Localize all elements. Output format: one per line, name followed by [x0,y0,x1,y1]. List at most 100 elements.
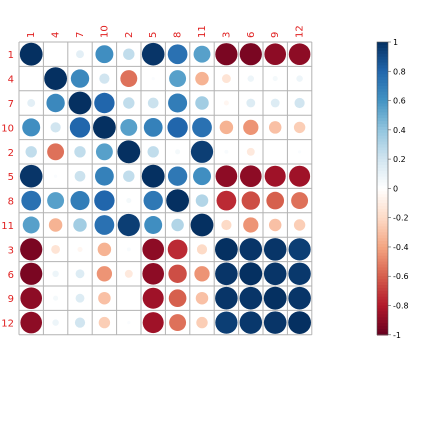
colorbar-tick-label: 0.8 [393,67,406,76]
colorbar-segment [377,232,388,236]
colorbar-segment [377,88,388,93]
corr-circle-2-10 [95,143,113,161]
corr-circle-11-6 [243,217,259,233]
corr-circle-3-5 [142,238,165,261]
corr-circle-7-12 [294,97,305,109]
colorbar-segment [377,47,388,52]
colorbar-segment [377,170,388,175]
corr-circle-4-4 [44,67,67,90]
corr-circle-8-8 [166,189,190,213]
corr-circle-10-4 [50,122,61,133]
colorbar-segment [377,156,388,160]
col-label-7: 7 [75,32,86,38]
colorbar-segment [377,153,388,157]
colorbar-segment [377,282,388,286]
colorbar-segment [377,314,388,318]
colorbar-segment [377,323,388,327]
colorbar-segment [377,50,388,55]
colorbar-segment [377,311,388,315]
corr-circle-1-1 [19,42,43,66]
colorbar-segment [377,305,388,310]
corr-circle-9-8 [168,289,187,308]
corr-circle-11-7 [73,218,87,232]
corr-circle-11-9 [268,218,282,232]
col-label-2: 2 [124,32,135,38]
colorbar-segment [377,179,388,184]
corr-circle-9-7 [75,293,85,303]
row-label-4: 4 [8,75,14,86]
colorbar-segment [377,246,388,251]
corr-circle-12-2 [127,320,131,325]
corr-circle-12-5 [142,312,164,334]
colorbar-segment [377,217,388,222]
corr-circle-12-6 [239,311,263,334]
corr-circle-11-10 [94,215,115,235]
colorbar-segment [377,320,388,324]
colorbar-segment [377,65,388,69]
corr-circle-10-8 [167,117,188,138]
corr-circle-5-4 [53,174,58,178]
corr-circle-4-6 [247,75,255,82]
corr-circle-11-2 [117,213,140,237]
colorbar-segment [377,293,388,298]
corr-circle-1-2 [123,48,135,60]
corr-circle-10-6 [243,119,259,136]
corr-circle-5-6 [239,165,262,188]
corr-circle-3-1 [20,238,43,261]
corr-circle-11-4 [48,218,63,232]
colorbar-segment [377,299,388,304]
corr-circle-9-1 [20,287,43,310]
corr-circle-7-9 [270,98,280,108]
corr-circle-2-3 [224,149,229,154]
corr-circle-10-7 [69,117,91,138]
corr-circle-8-11 [195,194,209,207]
colorbar-segment [377,77,388,81]
corr-circle-9-10 [98,291,111,305]
corr-circle-12-12 [288,311,311,334]
corr-circle-1-9 [264,43,287,66]
colorbar-segment [377,103,388,108]
colorbar-segment [377,197,388,201]
row-label-12: 12 [1,319,14,330]
colorbar-segment [377,326,388,330]
colorbar-segment [377,106,388,110]
colorbar-segment [377,159,388,163]
colorbar-segment [377,302,388,307]
colorbar-tick-label: 0 [393,184,398,193]
corr-circle-6-1 [20,262,43,285]
row-label-5: 5 [8,172,14,183]
corr-circle-4-8 [169,70,187,88]
colorbar-segment [377,249,388,254]
colorbar-segment [377,188,388,192]
col-label-11: 11 [197,25,208,38]
corr-circle-4-10 [99,73,110,84]
corr-circle-7-11 [195,96,209,110]
colorbar-tick-label: -0.4 [393,243,409,252]
colorbar-segment [377,203,388,207]
corr-circle-7-5 [147,97,159,109]
colorbar-segment [377,118,388,122]
colorbar-segment [377,97,388,102]
corr-circle-2-1 [25,146,37,158]
corr-circle-10-2 [120,118,138,136]
colorbar-segment [377,194,388,198]
corr-circle-4-7 [70,69,90,88]
corr-circle-9-6 [239,286,263,310]
corr-circle-12-4 [52,319,59,326]
column-labels: 1 4 7 10 2 5 8 11 3 6 9 12 [26,25,305,38]
colorbar-tick-label: 0.6 [393,97,406,106]
colorbar-segment [377,135,388,140]
corr-circle-7-3 [223,100,229,106]
colorbar-segment [377,200,388,204]
colorbar-segment [377,82,388,87]
circles [19,42,311,334]
corr-circle-4-11 [195,71,209,86]
colorbar-segment [377,144,388,149]
corr-circle-2-6 [246,147,255,156]
corr-circle-6-3 [215,262,238,286]
colorbar-segment [377,276,388,280]
colorbar-segment [377,226,388,230]
corr-circle-8-12 [291,192,309,210]
colorbar-segment [377,109,388,113]
row-label-3: 3 [8,245,14,256]
